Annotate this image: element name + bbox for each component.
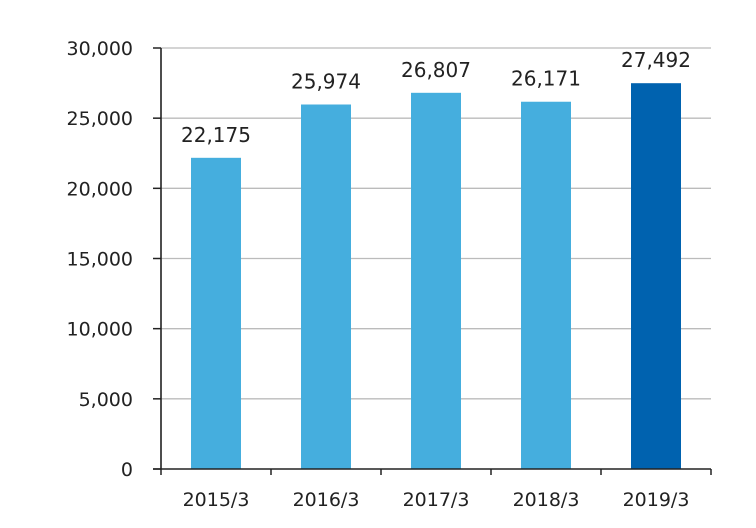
x-tick-label: 2017/3	[403, 489, 470, 511]
bar-2015-3	[191, 157, 241, 469]
y-tick-label: 10,000	[67, 319, 133, 341]
bars	[191, 83, 681, 469]
bar-2016-3	[301, 104, 351, 469]
y-tick-label: 15,000	[67, 249, 133, 271]
bar-2019-3	[631, 83, 681, 469]
y-tick-label: 30,000	[67, 38, 133, 60]
y-tick-label: 25,000	[67, 108, 133, 130]
data-label: 26,807	[401, 58, 471, 82]
data-label: 25,974	[291, 69, 361, 93]
data-label: 22,175	[181, 123, 251, 147]
x-tick-label: 2016/3	[293, 489, 360, 511]
bar-2018-3	[521, 101, 571, 469]
bar-2017-3	[411, 92, 461, 469]
data-labels: 22,175 25,974 26,807 26,171 27,492	[181, 48, 691, 147]
x-tick-label: 2018/3	[513, 489, 580, 511]
y-axis-ticks: 0 5,000 10,000 15,000 20,000 25,000 30,000	[67, 38, 161, 481]
x-axis-ticks: 2015/3 2016/3 2017/3 2018/3 2019/3	[160, 469, 712, 511]
x-tick-label: 2019/3	[623, 489, 690, 511]
data-label: 26,171	[511, 67, 581, 91]
data-label: 27,492	[621, 48, 691, 72]
y-tick-label: 0	[121, 459, 133, 481]
y-tick-label: 5,000	[79, 389, 133, 411]
y-tick-label: 20,000	[67, 178, 133, 200]
x-tick-label: 2015/3	[183, 489, 250, 511]
